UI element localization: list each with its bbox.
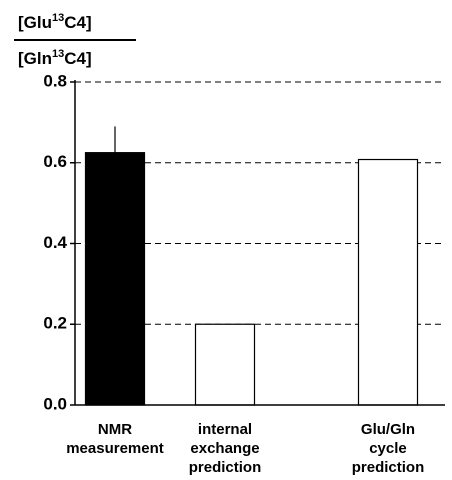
bar [194, 323, 256, 406]
y-label-numerator: [Glu13C4] [18, 12, 92, 32]
y-tick-label: 0.8 [43, 71, 67, 90]
y-tick-label: 0.6 [43, 152, 67, 171]
y-tick-label: 0.2 [43, 314, 67, 333]
x-tick-label: prediction [189, 459, 262, 476]
x-tick-label: NMR [98, 421, 132, 438]
x-tick-label: prediction [352, 459, 425, 476]
x-tick-label: cycle [369, 440, 407, 457]
x-tick-label: internal [198, 421, 252, 438]
x-tick-label: exchange [190, 440, 259, 457]
bar [84, 152, 146, 406]
x-tick-label: measurement [66, 440, 164, 457]
y-tick-label: 0.4 [43, 233, 67, 252]
y-label-denominator: [Gln13C4] [18, 48, 92, 68]
y-tick-label: 0.0 [43, 394, 67, 413]
bar [357, 158, 419, 406]
x-tick-label: Glu/Gln [361, 421, 415, 438]
